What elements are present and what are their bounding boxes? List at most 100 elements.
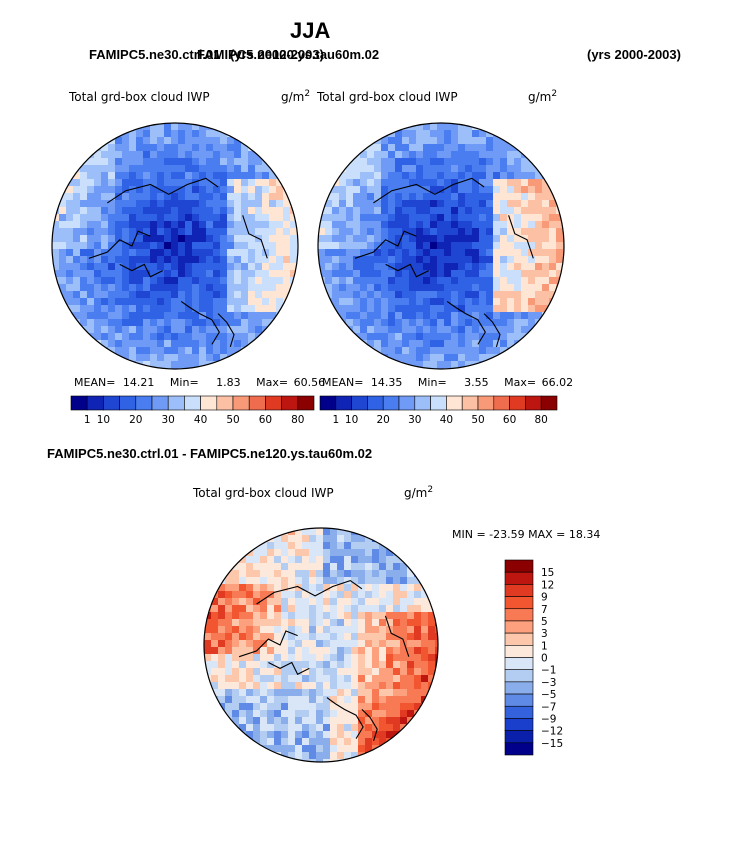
- diff-field-cell: [344, 528, 352, 536]
- right-field-cell: [444, 326, 452, 334]
- left-field-cell: [227, 151, 235, 159]
- left-field-cell: [206, 347, 214, 355]
- right-field-cell: [472, 326, 480, 334]
- left-field-cell: [171, 235, 179, 243]
- right-field-cell: [556, 214, 564, 222]
- diff-field-cell: [295, 696, 303, 704]
- right-field-cell: [486, 270, 494, 278]
- right-field-cell: [423, 305, 431, 313]
- left-field-cell: [199, 165, 207, 173]
- right-field-cell: [423, 368, 431, 369]
- right-field-cell: [542, 214, 550, 222]
- diff-field-cell: [246, 584, 254, 592]
- right-colorbar-tick-label: 30: [408, 414, 421, 426]
- left-field-cell: [206, 179, 214, 187]
- right-field-cell: [514, 172, 522, 180]
- right-field-cell: [423, 333, 431, 341]
- right-field-cell: [346, 172, 354, 180]
- diff-field-cell: [337, 633, 345, 641]
- left-field-cell: [73, 326, 81, 334]
- right-field-cell: [388, 347, 396, 355]
- right-field-cell: [514, 165, 522, 173]
- diff-field-cell: [351, 675, 359, 683]
- diff-field-cell: [414, 626, 422, 634]
- diff-field-cell: [267, 542, 275, 550]
- diff-field-cell: [239, 689, 247, 697]
- right-field-cell: [535, 312, 543, 320]
- left-field-cell: [241, 158, 249, 166]
- right-field-cell: [479, 214, 487, 222]
- diff-field-cell: [295, 647, 303, 655]
- diff-field-cell: [400, 633, 408, 641]
- diff-field-cell: [421, 619, 429, 627]
- right-field-cell: [402, 333, 410, 341]
- diff-field-cell: [337, 752, 345, 760]
- right-field-cell: [542, 319, 550, 327]
- right-field-cell: [339, 228, 347, 236]
- right-field-cell: [535, 326, 543, 334]
- coastline: [373, 177, 485, 204]
- left-field-cell: [241, 221, 249, 229]
- right-field-cell: [402, 172, 410, 180]
- left-field-cell: [122, 277, 130, 285]
- diff-field-cell: [323, 626, 331, 634]
- right-field-cell: [381, 333, 389, 341]
- diff-field-cell: [225, 577, 233, 585]
- right-field-cell: [381, 158, 389, 166]
- right-field-cell: [444, 144, 452, 152]
- diff-field-cell: [246, 570, 254, 578]
- left-field-cell: [199, 186, 207, 194]
- left-field-cell: [227, 165, 235, 173]
- right-field-cell: [479, 340, 487, 348]
- right-field-cell: [514, 298, 522, 306]
- diff-field-cell: [267, 640, 275, 648]
- right-field-cell: [458, 158, 466, 166]
- left-field-cell: [276, 284, 284, 292]
- left-field-cell: [227, 333, 235, 341]
- left-field-cell: [157, 354, 165, 362]
- left-field-cell: [136, 305, 144, 313]
- left-field-cell: [283, 214, 291, 222]
- left-field-cell: [73, 277, 81, 285]
- right-field-cell: [318, 228, 326, 236]
- left-field-cell: [150, 249, 158, 257]
- right-field-cell: [486, 235, 494, 243]
- left-field-cell: [220, 291, 228, 299]
- left-field-cell: [157, 368, 165, 369]
- right-field-cell: [486, 130, 494, 138]
- diff-field-cell: [365, 689, 373, 697]
- diff-field-cell: [302, 745, 310, 753]
- right-field-cell: [374, 235, 382, 243]
- right-min-value: 3.55: [464, 376, 489, 389]
- right-field-cell: [402, 144, 410, 152]
- right-field-cell: [395, 172, 403, 180]
- left-field-cell: [227, 256, 235, 264]
- right-field-cell: [500, 200, 508, 208]
- left-field-cell: [248, 242, 256, 250]
- diff-field-cell: [337, 682, 345, 690]
- left-field-cell: [66, 256, 74, 264]
- diff-field-cell: [421, 647, 429, 655]
- diff-colorbar-box: [504, 632, 534, 646]
- diff-field-cell: [267, 654, 275, 662]
- diff-field-cell: [323, 745, 331, 753]
- right-field-cell: [388, 291, 396, 299]
- left-field-cell: [87, 165, 95, 173]
- right-field-cell: [430, 284, 438, 292]
- diff-field-cell: [288, 626, 296, 634]
- right-field-cell: [388, 228, 396, 236]
- left-field-cell: [122, 221, 130, 229]
- right-field-cell: [409, 256, 417, 264]
- diff-field-cell: [246, 542, 254, 550]
- right-colorbar-box: [430, 395, 447, 411]
- left-field-cell: [115, 319, 123, 327]
- left-field-cell: [87, 144, 95, 152]
- diff-field-cell: [351, 570, 359, 578]
- diff-field-cell: [316, 528, 324, 536]
- left-field-cell: [192, 242, 200, 250]
- right-field-cell: [381, 249, 389, 257]
- left-field-cell: [129, 347, 137, 355]
- right-field-cell: [332, 284, 340, 292]
- diff-field-cell: [421, 661, 429, 669]
- diff-field-cell: [351, 577, 359, 585]
